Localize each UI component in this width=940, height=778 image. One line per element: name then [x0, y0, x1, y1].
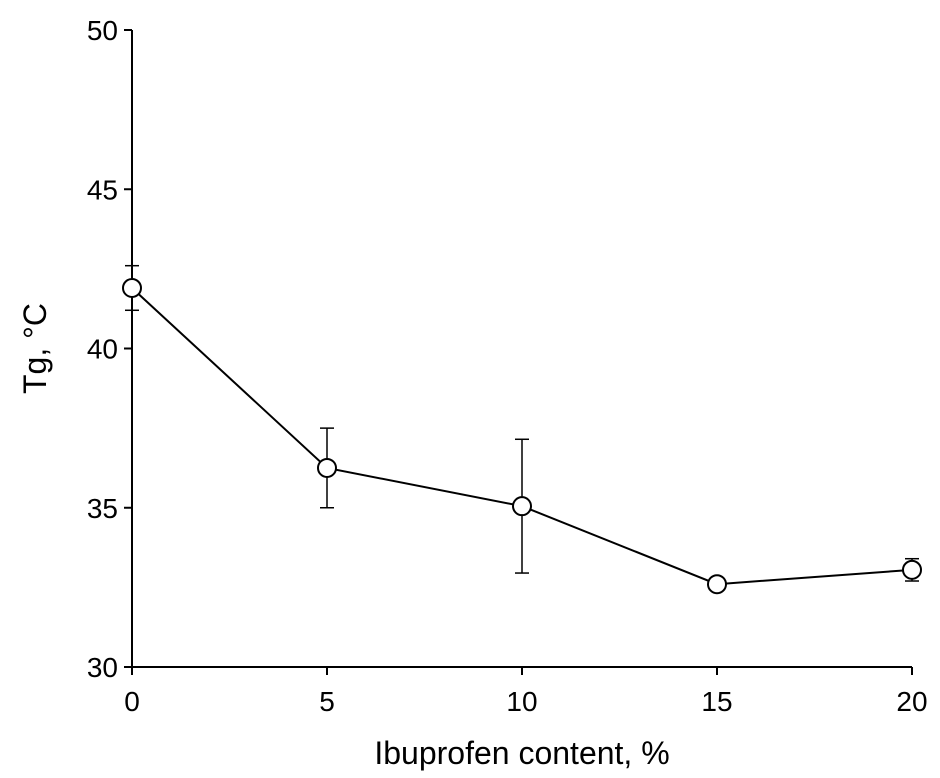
x-tick-label: 5	[319, 686, 335, 717]
data-point-marker	[707, 574, 727, 595]
data-point-marker	[902, 559, 922, 580]
y-tick-label: 45	[87, 174, 118, 205]
x-tick-label: 20	[896, 686, 927, 717]
y-axis-ticks: 30 35 40 45 50	[87, 15, 132, 683]
y-tick-label: 50	[87, 15, 118, 46]
data-point-marker	[122, 277, 142, 298]
y-tick-label: 40	[87, 334, 118, 365]
y-tick-label: 30	[87, 652, 118, 683]
x-axis-ticks: 0 5 10 15 20	[124, 667, 928, 717]
data-point-marker	[317, 457, 337, 478]
x-tick-label: 0	[124, 686, 140, 717]
y-axis-title: Tg, °C	[17, 303, 53, 394]
x-tick-label: 10	[506, 686, 537, 717]
data-series	[122, 264, 922, 595]
data-point-marker	[512, 496, 532, 517]
x-tick-label: 15	[701, 686, 732, 717]
x-axis-title: Ibuprofen content, %	[374, 735, 669, 771]
y-tick-label: 35	[87, 493, 118, 524]
